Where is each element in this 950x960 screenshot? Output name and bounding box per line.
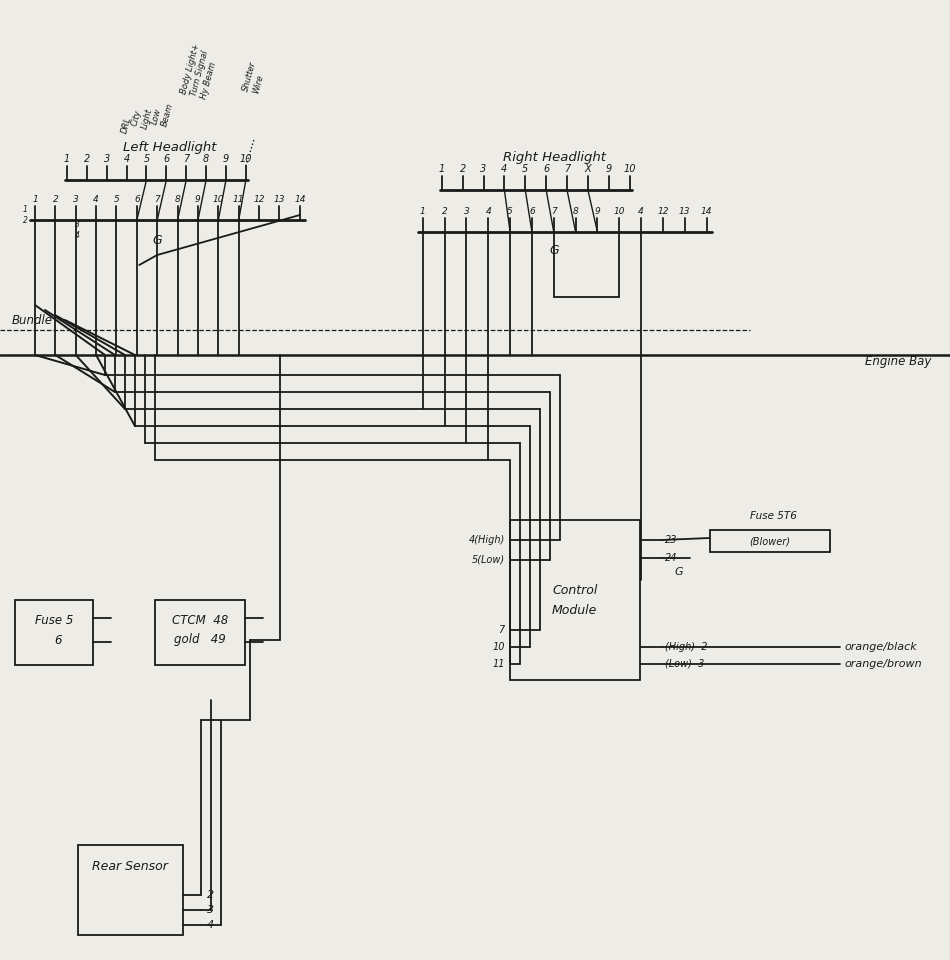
Text: Rear Sensor: Rear Sensor [92,860,168,874]
Text: 4: 4 [638,206,644,215]
Text: Low
Beam: Low Beam [149,100,175,128]
Text: 7: 7 [499,625,504,635]
Text: 1: 1 [420,206,426,215]
Text: 4: 4 [124,154,130,164]
Text: 14: 14 [701,206,712,215]
Text: 10: 10 [623,164,636,174]
Text: 10: 10 [492,642,504,652]
Text: 10: 10 [614,206,625,215]
Text: Left Headlight: Left Headlight [124,141,217,155]
Text: City
Light: City Light [130,105,154,130]
Text: 5: 5 [143,154,149,164]
Text: (Blower): (Blower) [750,536,790,546]
Text: 5(Low): 5(Low) [471,555,504,565]
Text: 4(High): 4(High) [468,535,504,545]
Text: 2: 2 [207,890,214,900]
Text: 3: 3 [73,195,79,204]
Text: G: G [549,244,559,256]
Text: 1: 1 [32,195,38,204]
Text: 6: 6 [543,164,549,174]
Text: Engine Bay: Engine Bay [864,355,931,369]
Text: 7: 7 [564,164,570,174]
Text: 12: 12 [254,195,265,204]
Bar [15,600,93,665]
Text: 8: 8 [573,206,579,215]
Text: 3: 3 [481,164,486,174]
Text: 9: 9 [195,195,200,204]
Text: 3: 3 [464,206,469,215]
Text: CTCM  48: CTCM 48 [172,613,228,627]
Text: 10: 10 [239,154,252,164]
Text: 11: 11 [233,195,244,204]
Bar [510,520,639,680]
Text: 10: 10 [213,195,224,204]
Text: orange/black: orange/black [845,642,918,652]
Text: 6: 6 [163,154,169,164]
Text: 24: 24 [665,553,677,563]
Text: gold   49: gold 49 [174,634,226,646]
Text: Bundle: Bundle [12,314,53,326]
Text: 2: 2 [84,154,90,164]
Text: 6: 6 [134,195,140,204]
Text: (High)  2: (High) 2 [665,642,707,652]
Text: 14: 14 [294,195,306,204]
Text: X: X [584,164,591,174]
Bar [78,845,183,935]
Text: 5: 5 [507,206,513,215]
Text: Body Light+
Turn Signal
Hy Beam: Body Light+ Turn Signal Hy Beam [180,42,221,100]
Text: 23: 23 [665,535,677,545]
Text: 7: 7 [551,206,557,215]
Text: 2: 2 [442,206,447,215]
Bar [155,600,245,665]
Text: Right Headlight: Right Headlight [504,152,606,164]
Text: 4: 4 [207,920,214,930]
Text: 6: 6 [54,634,62,646]
Text: 4: 4 [93,195,99,204]
Bar [710,530,829,552]
Text: 6: 6 [529,206,535,215]
Text: 3: 3 [104,154,110,164]
Text: 2: 2 [460,164,466,174]
Text: 8: 8 [203,154,209,164]
Text: 11: 11 [492,659,504,669]
Text: 4: 4 [502,164,507,174]
Text: 3: 3 [207,905,214,915]
Text: Shutter
Wire: Shutter Wire [241,60,268,95]
Text: 13: 13 [274,195,285,204]
Text: G: G [674,567,683,577]
Text: 1: 1 [64,154,70,164]
Text: Module: Module [552,604,598,616]
Text: 12: 12 [657,206,669,215]
Text: 5: 5 [114,195,120,204]
Text: 9: 9 [223,154,229,164]
Text: 8: 8 [175,195,180,204]
Text: 9: 9 [606,164,612,174]
Text: 5: 5 [522,164,528,174]
Text: 4: 4 [485,206,491,215]
Text: Fuse 5T6: Fuse 5T6 [750,511,796,521]
Text: orange/brown: orange/brown [845,659,922,669]
Text: 9: 9 [595,206,600,215]
Text: G: G [152,233,162,247]
Text: DRL: DRL [120,116,133,135]
Text: 7: 7 [183,154,189,164]
Text: 1: 1 [439,164,445,174]
Text: 7: 7 [154,195,161,204]
Text: (Low)  3: (Low) 3 [665,659,704,669]
Text: 13: 13 [679,206,691,215]
Text: 3
4: 3 4 [75,220,80,240]
Text: Control: Control [552,584,598,596]
Text: 2: 2 [52,195,58,204]
Text: Fuse 5: Fuse 5 [35,613,73,627]
Text: 1
2: 1 2 [23,205,28,225]
